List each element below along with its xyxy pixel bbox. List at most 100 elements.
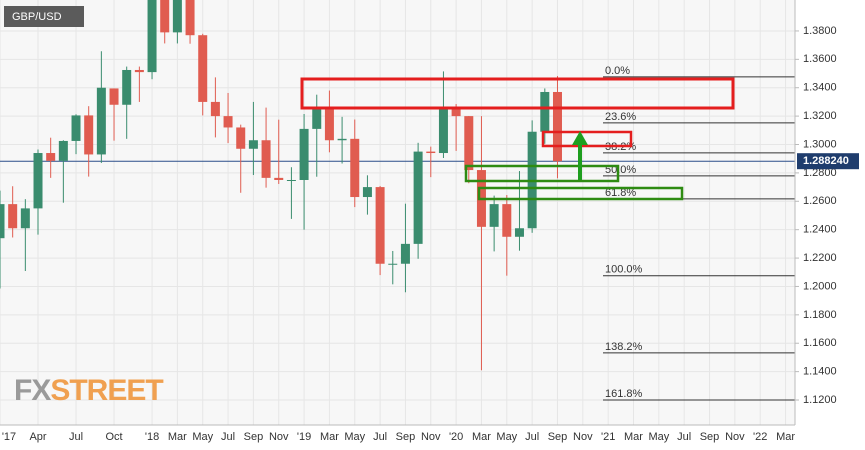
candle-body [134,69,144,73]
fib-label: 23.6% [605,111,636,123]
x-tick-label: Sep [396,431,416,443]
x-tick-label: '21 [601,431,615,443]
candle-body [71,115,81,141]
x-tick-label: May [192,431,213,443]
candle-body [58,140,68,161]
watermark-fx: FX [14,374,51,407]
watermark: FXSTREET [14,374,163,407]
candle-body [388,263,398,265]
x-tick-label: Oct [105,431,122,443]
y-tick-label: 1.3400 [803,82,837,94]
candle-body [109,88,119,105]
candle-body [261,140,271,178]
candle-body [33,153,43,209]
x-tick-label: Sep [244,431,264,443]
x-tick-label: '19 [297,431,311,443]
candle-body [413,151,423,244]
candle-body [540,91,550,132]
x-tick-label: Mar [168,431,187,443]
candle-body [400,243,410,264]
x-tick-label: '18 [145,431,159,443]
candle-body [502,204,512,237]
axes: 1.1200 1.1400 1.1600 1.1800 1.2000 1.2200 1.24… [0,0,859,443]
x-tick-label: Sep [700,431,720,443]
x-tick-label: Mar [320,431,339,443]
candle-body [451,109,461,117]
candle-body [122,69,132,105]
candle-body [96,87,106,155]
chart-title: GBP/USD [12,11,62,23]
arrow-head [572,131,588,145]
y-tick-label: 1.1600 [803,337,837,349]
y-tick-label: 1.3000 [803,138,837,150]
candle-body [20,208,30,229]
x-tick-label: May [648,431,669,443]
candle-body [312,107,322,129]
title-badge: GBP/USD [4,6,84,27]
candle-body [514,228,524,237]
y-tick-label: 1.3600 [803,53,837,65]
candle-body [223,116,233,128]
fib-label: 161.8% [605,388,643,400]
target-box [541,130,633,148]
x-tick-label: '17 [2,431,16,443]
watermark-street: STREET [50,374,163,407]
candle-body [185,0,195,36]
candle-body [438,109,448,154]
grid [0,0,795,425]
x-tick-label: Nov [573,431,593,443]
x-tick-label: Mar [472,431,491,443]
x-tick-label: May [496,431,517,443]
y-tick-label: 1.2000 [803,280,837,292]
candle-body [236,127,246,149]
x-tick-label: '22 [753,431,767,443]
x-tick-label: Jul [69,431,83,443]
last-price-label: 1.288240 [803,155,849,167]
candle-body [210,101,220,117]
x-tick-label: Nov [725,431,745,443]
y-tick-label: 1.3200 [803,110,837,122]
fib-label: 138.2% [605,341,643,353]
candle-body [248,140,258,149]
last-price-badge [797,153,859,170]
y-tick-label: 1.2400 [803,224,837,236]
y-tick-label: 1.1200 [803,394,837,406]
x-tick-label: Mar [776,431,795,443]
candle-body [362,187,372,198]
candle-body [84,115,94,155]
y-tick-label: 1.1400 [803,366,837,378]
candle-body [375,187,385,264]
candle-body [147,0,157,73]
support-box [477,186,684,201]
candle-body [337,138,347,141]
x-tick-label: Apr [29,431,46,443]
x-tick-label: '20 [449,431,463,443]
candle-body [350,138,360,198]
x-tick-label: May [344,431,365,443]
y-tick-label: 1.3800 [803,25,837,37]
y-tick-label: 1.2600 [803,195,837,207]
candle-body [274,177,284,180]
candle-body [8,204,18,229]
y-tick-label: 1.1800 [803,309,837,321]
title-bg [4,6,84,27]
x-tick-label: Nov [269,431,289,443]
candle-body [324,107,334,141]
candle-body [46,153,56,161]
x-tick-label: Jul [525,431,539,443]
y-tick-label: 1.2800 [803,167,837,179]
fib-levels: 0.0%23.6%38.2%50.0%61.8%100.0%138.2%161.… [0,65,795,401]
candle-body [0,204,5,239]
candles [0,0,562,371]
candle-body [160,0,170,33]
fib-label: 100.0% [605,264,643,276]
candle-body [198,35,208,102]
candle-body [426,151,436,154]
candle-body [489,204,499,227]
annotations [300,77,735,201]
support-box [464,164,620,183]
x-tick-label: Sep [548,431,568,443]
plot-area [0,0,795,425]
candle-body [464,116,474,171]
